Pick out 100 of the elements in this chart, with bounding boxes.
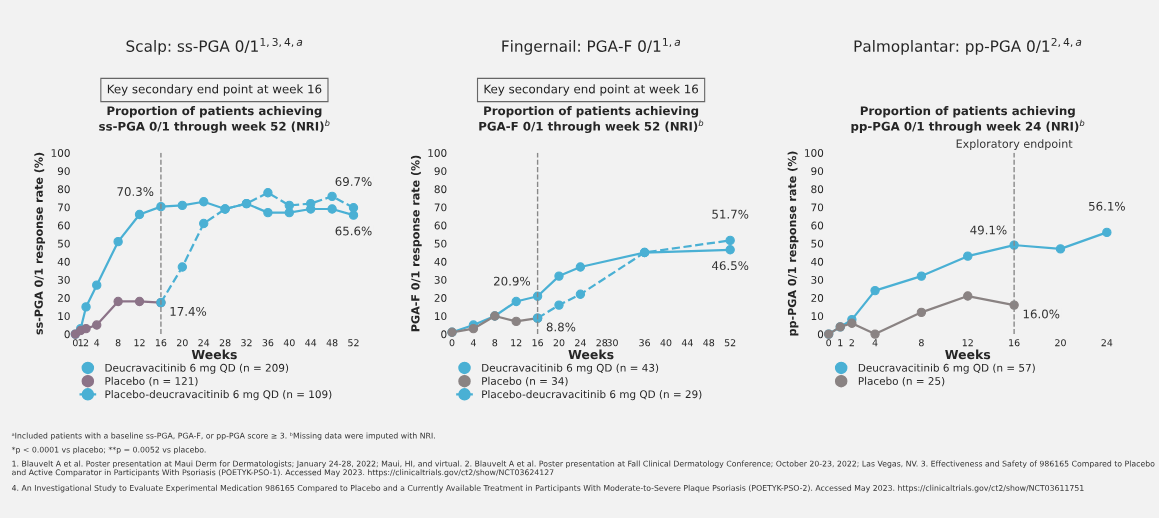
x-tick-label: 8 [919,339,924,347]
x-tick-label: 16 [155,339,167,347]
x-tick-label: 24 [575,339,586,347]
annotation: 46.5% [712,261,749,271]
y-tick-label: 40 [57,257,70,266]
y-tick-label: 40 [811,257,824,266]
legend-label: Deucravacitinib 6 mg QD (n = 209) [105,363,289,374]
y-tick-label: 30 [58,275,70,284]
x-tick-label: 30 [607,339,618,347]
y-axis-title: PGA-F 0/1 response rate (%) [410,155,422,332]
y-tick-label: 30 [811,275,824,284]
x-tick-label: 28 [219,339,231,347]
annotation: 16.0% [1023,309,1060,319]
x-tick-label: 16 [532,339,544,347]
x-tick-label: 20 [553,339,565,347]
x-tick-label: 8 [492,339,498,347]
y-tick-label: 70 [811,203,824,212]
y-tick-label: 100 [805,149,824,157]
annotation: 17.4% [170,306,207,316]
y-tick-label: 60 [57,221,70,230]
x-tick-label: 12 [962,339,973,347]
y-tick-label: 20 [57,294,70,302]
y-tick-label: 90 [434,167,447,176]
y-tick-label: 80 [434,185,447,194]
x-tick-label: 32 [241,339,252,347]
y-tick-label: 70 [434,203,447,212]
x-tick-label: 48 [326,339,338,347]
annotation: 70.3% [117,187,154,197]
legend-label: Placebo-deucravacitinib 6 mg QD (n = 109) [105,390,332,401]
legend-label: Placebo (n = 121) [105,376,198,387]
x-axis-title: Weeks [568,349,614,360]
x-tick-label: 24 [198,339,210,347]
x-tick-label: 0 [826,339,832,347]
legend-label: Placebo (n = 34) [482,376,568,387]
y-tick-label: 50 [811,239,824,248]
y-tick-label: 0 [64,330,70,339]
y-tick-label: 10 [811,312,824,321]
y-tick-label: 80 [811,185,824,194]
annotation: 49.1% [970,225,1007,235]
y-axis-title: pp-PGA 0/1 response rate (%) [787,151,799,336]
chart-subtitle: Proportion of patients achieving pp-PGA 0/1 through week 24 (NRI)$^{b}$ [851,106,1085,134]
legend-label: Placebo-deucravacitinib 6 mg QD (n = 29) [482,390,702,401]
y-tick-label: 90 [811,167,824,176]
y-tick-label: 70 [58,203,70,212]
x-tick-label: 20 [1055,339,1066,347]
chart-title: Scalp: ss-PGA 0/1$^{1,3,4,a}$ [126,37,303,55]
annotation: 56.1% [1089,201,1125,211]
x-tick-label: 0 [72,339,78,347]
y-axis-title: ss-PGA 0/1 response rate (%) [34,152,46,335]
annotation: 69.7% [335,177,372,187]
x-axis-title: Weeks [945,349,991,360]
y-tick-label: 50 [434,239,447,248]
legend-label: Deucravacitinib 6 mg QD (n = 43) [482,363,659,374]
y-tick-label: 30 [434,275,447,284]
y-tick-label: 60 [811,221,824,230]
chart-subtitle: Proportion of patients achieving ss-PGA 0/1 through week 52 (NRI)$^{b}$ [99,106,330,134]
x-tick-label: 2 [83,339,89,347]
x-tick-label: 36 [262,339,274,347]
annotation: 20.9% [494,276,530,286]
x-tick-label: 1 [78,339,83,347]
legend-label: Deucravacitinib 6 mg QD (n = 57) [858,363,1035,374]
x-tick-label: 24 [1101,339,1113,347]
y-tick-label: 80 [57,185,70,194]
chart-title: Fingernail: PGA-F 0/1$^{1,a}$ [502,38,681,55]
x-tick-label: 44 [681,339,693,347]
y-tick-label: 100 [51,149,70,157]
x-tick-label: 28 [596,339,608,347]
x-tick-label: 20 [177,339,188,347]
y-tick-label: 0 [817,330,824,339]
y-tick-label: 0 [441,330,447,339]
text: Key secondary end point at week 16 [484,84,699,96]
ref-line-label: Exploratory endpoint [956,139,1073,151]
chart-title: Palmoplantar: pp-PGA 0/1$^{2,4,a}$ [854,37,1082,55]
x-tick-label: 52 [724,339,736,347]
x-tick-label: 4 [94,339,100,347]
x-tick-label: 16 [1009,339,1020,347]
y-tick-label: 50 [58,239,70,248]
y-tick-label: 90 [57,167,70,176]
x-tick-label: 48 [703,339,715,347]
annotation: 8.8% [546,322,576,332]
x-tick-label: 12 [511,339,522,347]
y-tick-label: 20 [434,294,447,302]
x-tick-label: 8 [115,339,121,347]
y-tick-label: 20 [811,294,824,302]
y-tick-label: 10 [435,312,447,321]
y-tick-label: 10 [58,312,70,321]
annotation: 51.7% [712,209,749,219]
x-tick-label: 36 [639,339,650,347]
x-tick-label: 44 [305,339,317,347]
x-tick-label: 12 [134,339,145,347]
x-tick-label: 0 [449,339,455,347]
y-tick-label: 60 [434,221,447,230]
y-tick-label: 40 [434,257,447,266]
x-tick-label: 52 [348,339,359,347]
y-tick-label: 100 [428,149,447,157]
x-axis-title: Weeks [191,349,237,360]
x-tick-label: 40 [283,339,295,347]
x-tick-label: 40 [660,339,672,347]
x-tick-label: 1 [838,339,843,347]
annotation: 65.6% [335,226,372,236]
